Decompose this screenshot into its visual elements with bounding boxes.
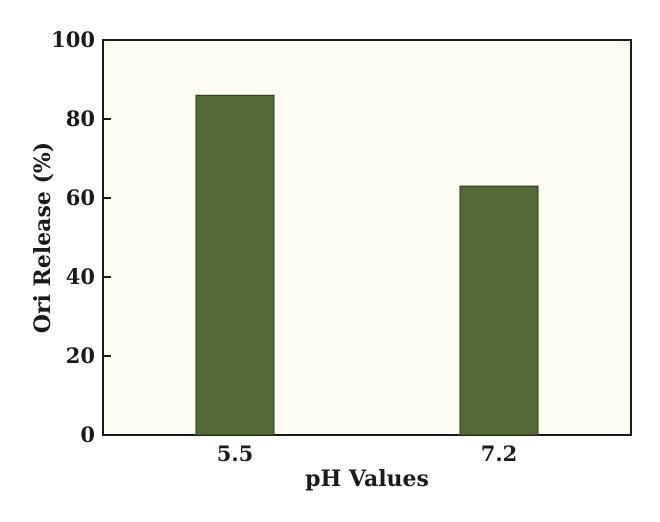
y-tick-label: 60 <box>66 185 95 210</box>
y-tick-label: 100 <box>51 27 95 52</box>
x-tick-label: 5.5 <box>217 441 254 466</box>
x-tick-label: 7.2 <box>481 441 518 466</box>
y-tick-label: 20 <box>66 343 95 368</box>
y-tick-label: 40 <box>66 264 95 289</box>
x-axis-label: pH Values <box>305 466 429 492</box>
bar-7-2 <box>459 185 539 436</box>
plot-area <box>102 39 632 436</box>
x-axis-ticks: 5.5 7.2 <box>217 441 518 466</box>
y-axis-ticks: 0 20 40 60 80 100 <box>51 27 111 447</box>
y-tick-label: 80 <box>66 106 95 131</box>
bar-5-5 <box>195 94 275 436</box>
y-axis-label: Ori Release (%) <box>30 142 56 333</box>
y-tick-label: 0 <box>80 422 95 447</box>
bars <box>195 94 539 436</box>
